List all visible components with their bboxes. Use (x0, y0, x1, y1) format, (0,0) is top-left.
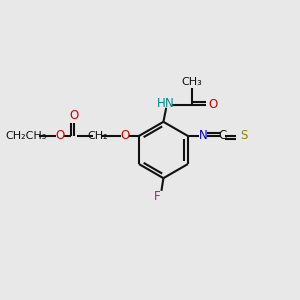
Text: O: O (70, 109, 79, 122)
Text: H: H (157, 97, 166, 110)
Text: N: N (165, 97, 173, 110)
Text: CH₂CH₃: CH₂CH₃ (6, 131, 47, 141)
Text: CH₃: CH₃ (181, 77, 202, 87)
Text: CH₂: CH₂ (87, 131, 108, 141)
Text: S: S (240, 129, 247, 142)
Text: O: O (56, 129, 65, 142)
Text: O: O (120, 129, 130, 142)
Text: C: C (218, 129, 226, 142)
Text: F: F (154, 190, 160, 203)
Text: N: N (199, 129, 208, 142)
Text: O: O (208, 98, 218, 111)
